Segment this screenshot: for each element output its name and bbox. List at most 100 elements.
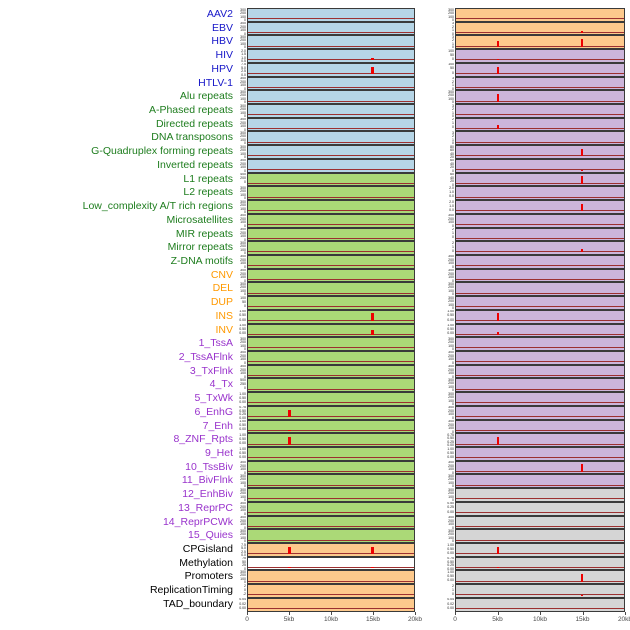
signal-spike: [371, 66, 374, 75]
signal-spike: [496, 566, 500, 568]
ytick-label: 100: [448, 96, 454, 101]
panel-right: [455, 282, 625, 297]
signal-spike: [580, 249, 584, 253]
ytick-label: 200: [240, 134, 246, 139]
ytick-label: 0: [244, 386, 246, 391]
ytick-label: 60: [450, 148, 454, 153]
ytick-label: 300: [448, 405, 454, 410]
panel-left: [247, 597, 415, 612]
ytick-label: 200: [240, 203, 246, 208]
track-row: DUP 100 50 0 300 200 100 0: [0, 296, 625, 310]
signal-baseline: [456, 402, 624, 404]
ytick-label: 300: [240, 364, 246, 369]
signal-baseline: [456, 320, 624, 322]
ytick-label: 75: [242, 556, 246, 561]
row-label: Directed repeats: [155, 117, 233, 130]
yticks-right: 300 200 100 0: [445, 461, 455, 475]
signal-baseline: [456, 566, 624, 568]
signal-baseline: [456, 512, 624, 514]
signal-spike: [288, 546, 291, 555]
panel-left: [247, 90, 415, 105]
panel-right: [455, 296, 625, 310]
signal-baseline: [248, 402, 414, 404]
row-label: 8_ZNF_Rpts: [173, 433, 233, 446]
ytick-label: 0: [452, 278, 454, 283]
panel-right: [455, 35, 625, 50]
ytick-label: 0: [452, 56, 454, 61]
row-label: EBV: [211, 21, 233, 34]
panel-left: [247, 213, 415, 228]
ytick-label: 40: [450, 151, 454, 156]
row-label: G-Quadruplex forming repeats: [91, 145, 233, 158]
column-gap: [415, 324, 445, 338]
ytick-label: 0: [244, 511, 246, 516]
ytick-label: 0.00: [239, 331, 246, 336]
ytick-label: 0: [452, 525, 454, 530]
panel-right: [455, 213, 625, 228]
signal-spike: [580, 38, 584, 47]
ytick-label: 0: [244, 141, 246, 146]
ytick-label: 200: [240, 120, 246, 125]
yticks-left: 300 200 100 0: [237, 90, 247, 104]
signal-baseline: [248, 210, 414, 212]
yticks-left: 300 200 100 0: [237, 35, 247, 49]
ytick-label: 1: [452, 137, 454, 142]
ytick-label: 0: [244, 100, 246, 105]
row-label: 12_EnhBiv: [182, 488, 233, 501]
ytick-label: 0: [244, 374, 246, 379]
ytick-label: 100: [240, 96, 246, 101]
signal-baseline: [456, 114, 624, 116]
track-row: INS 1.00 0.50 0.00 1.00 0.50 0.00: [0, 309, 625, 324]
panel-left: [247, 378, 415, 393]
ytick-label: 100: [240, 296, 246, 300]
ytick-label: 100: [448, 14, 454, 19]
signal-baseline: [248, 539, 414, 541]
ytick-label: 2: [452, 134, 454, 139]
signal-baseline: [248, 320, 414, 322]
ytick-label: 100: [240, 124, 246, 129]
panel-right: [455, 90, 625, 105]
row-label: 11_BivFlnk: [181, 474, 233, 487]
ytick-label: 300: [448, 268, 454, 273]
ytick-label: 0: [452, 114, 454, 118]
panel-left: [247, 172, 415, 187]
yticks-left: 0.04 0.02 0.00: [237, 598, 247, 612]
panel-left: [247, 131, 415, 146]
signal-spike: [580, 148, 584, 157]
ytick-label: 0: [244, 168, 246, 173]
ytick-label: 0.02: [239, 601, 246, 606]
ytick-label: 2: [452, 79, 454, 84]
panel-left: [247, 49, 415, 63]
ytick-label: 100: [448, 261, 454, 266]
yticks-left: 300 200 100 0: [237, 241, 247, 255]
yticks-left: 300 200 100 0: [237, 104, 247, 118]
signal-baseline: [456, 484, 624, 486]
ytick-label: 100: [240, 14, 246, 19]
panel-right: [455, 378, 625, 393]
ytick-label: 200: [448, 11, 454, 15]
panel-right: [455, 254, 625, 269]
ytick-label: 1.00: [239, 433, 246, 437]
x-axis-right: 0 5kb 10kb 15kb 20kb: [453, 612, 630, 626]
column-gap: [415, 598, 445, 612]
signal-spike: [288, 567, 291, 568]
panel-left: [247, 282, 415, 297]
panel-left: [247, 145, 415, 159]
ytick-label: 3: [452, 76, 454, 81]
row-label: 4_Tx: [209, 378, 233, 391]
yticks-left: 300 200 100 0: [237, 269, 247, 283]
signal-baseline: [248, 169, 414, 171]
panel-left: [247, 186, 415, 201]
ytick-label: 300: [448, 8, 454, 12]
yticks-left: 1.00 0.50 0.00: [237, 310, 247, 324]
ytick-label: 2: [452, 241, 454, 245]
signal-spike: [371, 57, 374, 61]
ytick-label: 60: [450, 172, 454, 177]
ytick-label: 200: [240, 24, 246, 29]
column-gap: [415, 516, 445, 530]
yticks-left: 75 50 25 0: [237, 557, 247, 571]
yticks-left: 300 200 100 0: [237, 22, 247, 36]
signal-baseline: [456, 525, 624, 527]
